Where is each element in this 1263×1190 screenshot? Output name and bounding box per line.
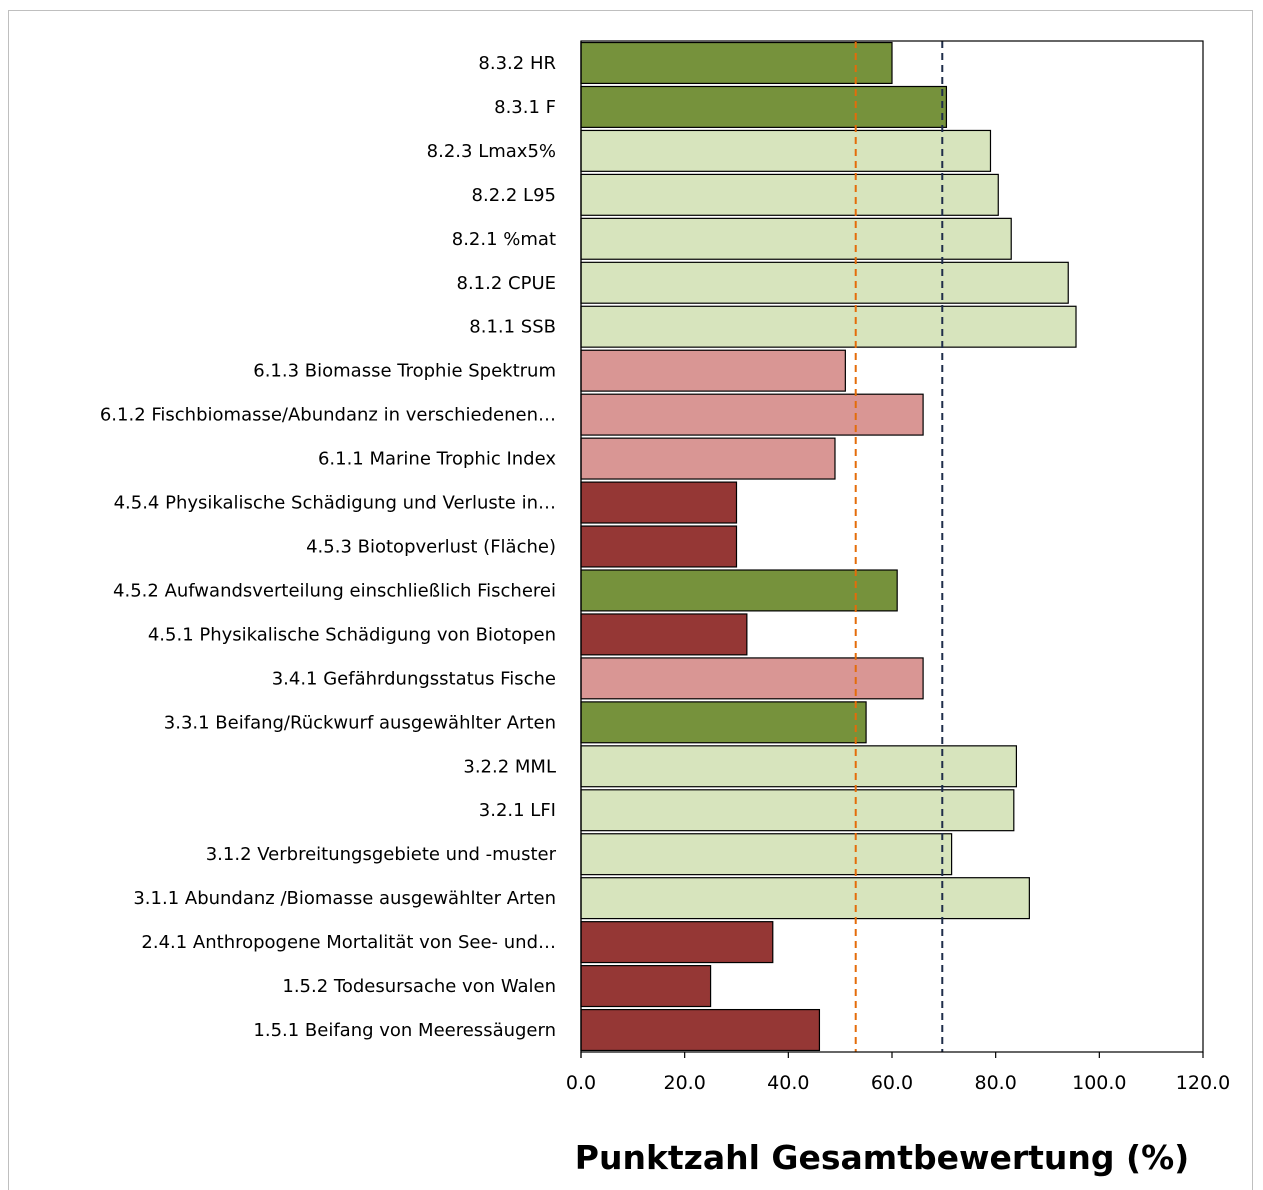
bar-18 xyxy=(580,789,1015,832)
bars-layer xyxy=(580,41,1077,1052)
bar-19 xyxy=(580,833,953,876)
category-label-12: 4.5.3 Biotopverlust (Fläche) xyxy=(306,537,556,558)
bar-7 xyxy=(580,305,1077,348)
category-label-16: 3.3.1 Beifang/Rückwurf ausgewählter Arte… xyxy=(164,712,556,733)
bar-16 xyxy=(580,701,867,744)
bar-5 xyxy=(580,217,1012,260)
x-tick-label-3: 40.0 xyxy=(767,1072,809,1094)
category-label-6: 8.1.2 CPUE xyxy=(457,273,557,294)
x-axis-ticks: 0.0 20.0 40.0 60.0 80.0 100.0 120.0 xyxy=(566,1052,1230,1094)
x-tick-label-7: 120.0 xyxy=(1176,1072,1230,1094)
category-label-14: 4.5.1 Physikalische Schädigung von Bioto… xyxy=(148,624,556,645)
category-label-11: 4.5.4 Physikalische Schädigung und Verlu… xyxy=(114,493,556,514)
x-tick-label-6: 100.0 xyxy=(1072,1072,1126,1094)
bar-1 xyxy=(580,41,893,85)
bar-17 xyxy=(580,745,1017,788)
category-label-22: 1.5.2 Todesursache von Walen xyxy=(282,976,556,997)
x-tick-label-5: 80.0 xyxy=(975,1072,1017,1094)
bar-13 xyxy=(580,569,898,612)
bar-14 xyxy=(580,613,748,656)
category-label-2: 8.3.1 F xyxy=(494,97,556,118)
bar-23 xyxy=(580,1008,821,1052)
category-label-1: 8.3.2 HR xyxy=(478,53,556,74)
category-label-8: 6.1.3 Biomasse Trophie Spektrum xyxy=(253,361,556,382)
category-label-19: 3.1.2 Verbreitungsgebiete und -muster xyxy=(206,844,557,865)
category-label-17: 3.2.2 MML xyxy=(463,756,556,777)
category-label-18: 3.2.1 LFI xyxy=(479,800,556,821)
category-label-5: 8.2.1 %mat xyxy=(452,229,556,250)
x-axis-title: Punktzahl Gesamtbewertung (%) xyxy=(575,1138,1189,1177)
category-label-15: 3.4.1 Gefährdungsstatus Fische xyxy=(272,668,556,689)
bar-12 xyxy=(580,525,738,568)
category-labels: 8.3.2 HR 8.3.1 F 8.2.3 Lmax5% 8.2.2 L95 8.2.… xyxy=(100,53,557,1041)
category-label-9: 6.1.2 Fischbiomasse/Abundanz in verschie… xyxy=(100,405,556,426)
category-label-10: 6.1.1 Marine Trophic Index xyxy=(318,449,556,470)
bar-9 xyxy=(580,393,924,436)
x-tick-label-4: 60.0 xyxy=(871,1072,913,1094)
bar-22 xyxy=(580,965,712,1008)
bar-20 xyxy=(580,877,1030,920)
bar-4 xyxy=(580,173,999,216)
bar-8 xyxy=(580,349,846,392)
bar-10 xyxy=(580,437,836,480)
bar-11 xyxy=(580,481,738,524)
category-label-3: 8.2.3 Lmax5% xyxy=(427,141,556,162)
category-label-20: 3.1.1 Abundanz /Biomasse ausgewählter Ar… xyxy=(133,888,556,909)
category-label-21: 2.4.1 Anthropogene Mortalität von See- u… xyxy=(141,932,556,953)
x-tick-label-2: 20.0 xyxy=(664,1072,706,1094)
bar-2 xyxy=(580,85,948,128)
bar-3 xyxy=(580,129,992,172)
category-label-4: 8.2.2 L95 xyxy=(472,185,556,206)
bar-15 xyxy=(580,657,924,700)
x-tick-label-1: 0.0 xyxy=(566,1072,596,1094)
reference-lines xyxy=(854,41,944,1052)
bar-6 xyxy=(580,261,1069,304)
bar-21 xyxy=(580,921,774,964)
category-label-13: 4.5.2 Aufwandsverteilung einschließlich … xyxy=(113,580,556,601)
category-label-23: 1.5.1 Beifang von Meeressäugern xyxy=(253,1020,556,1041)
category-label-7: 8.1.1 SSB xyxy=(469,317,556,338)
